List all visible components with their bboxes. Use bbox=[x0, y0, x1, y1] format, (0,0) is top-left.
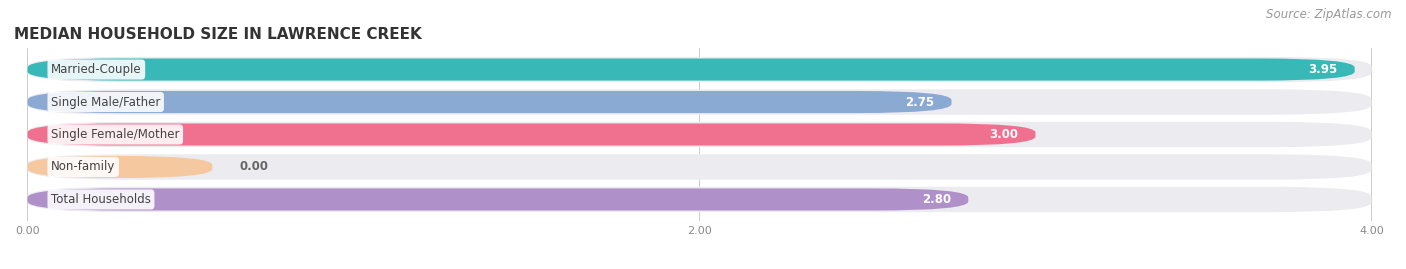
Text: 2.80: 2.80 bbox=[922, 193, 952, 206]
FancyBboxPatch shape bbox=[28, 187, 1371, 212]
FancyBboxPatch shape bbox=[28, 122, 1371, 147]
FancyBboxPatch shape bbox=[28, 57, 1371, 82]
FancyBboxPatch shape bbox=[28, 154, 1371, 180]
FancyBboxPatch shape bbox=[28, 91, 952, 113]
Text: Non-family: Non-family bbox=[51, 161, 115, 174]
Text: 2.75: 2.75 bbox=[905, 95, 935, 108]
FancyBboxPatch shape bbox=[28, 188, 969, 211]
FancyBboxPatch shape bbox=[28, 58, 1354, 81]
Text: Total Households: Total Households bbox=[51, 193, 150, 206]
FancyBboxPatch shape bbox=[28, 156, 212, 178]
Text: Source: ZipAtlas.com: Source: ZipAtlas.com bbox=[1267, 8, 1392, 21]
Text: 3.00: 3.00 bbox=[990, 128, 1019, 141]
Text: 3.95: 3.95 bbox=[1309, 63, 1339, 76]
Text: Married-Couple: Married-Couple bbox=[51, 63, 142, 76]
FancyBboxPatch shape bbox=[28, 89, 1371, 115]
Text: 0.00: 0.00 bbox=[239, 161, 269, 174]
Text: MEDIAN HOUSEHOLD SIZE IN LAWRENCE CREEK: MEDIAN HOUSEHOLD SIZE IN LAWRENCE CREEK bbox=[14, 27, 422, 41]
Text: Single Male/Father: Single Male/Father bbox=[51, 95, 160, 108]
Text: Single Female/Mother: Single Female/Mother bbox=[51, 128, 180, 141]
FancyBboxPatch shape bbox=[28, 123, 1035, 146]
